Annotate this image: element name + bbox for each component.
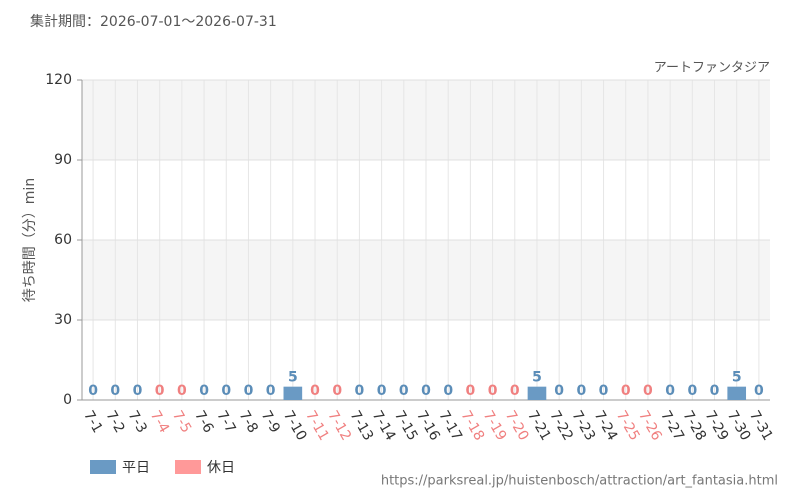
data-label: 5 xyxy=(288,370,298,386)
data-label: 0 xyxy=(443,383,453,399)
y-axis-label: 待ち時間（分）min xyxy=(22,178,38,302)
x-tick-label: 7-5 xyxy=(169,408,194,436)
source-url: https://parksreal.jp/huistenbosch/attrac… xyxy=(381,474,778,489)
data-label: 0 xyxy=(665,383,675,399)
data-label: 0 xyxy=(332,383,342,399)
data-label: 0 xyxy=(687,383,697,399)
data-label: 0 xyxy=(221,383,231,399)
data-label: 0 xyxy=(554,383,564,399)
data-label: 0 xyxy=(177,383,187,399)
data-label: 0 xyxy=(599,383,609,399)
data-label: 0 xyxy=(399,383,409,399)
x-tick-label: 7-7 xyxy=(213,408,238,436)
data-label: 0 xyxy=(488,383,498,399)
y-tick-label: 120 xyxy=(45,72,72,88)
legend-label: 平日 xyxy=(122,460,150,476)
data-label: 0 xyxy=(643,383,653,399)
y-tick-label: 30 xyxy=(54,312,72,328)
legend-label: 休日 xyxy=(207,460,235,476)
data-label: 0 xyxy=(199,383,209,399)
bar xyxy=(727,386,747,400)
x-tick-label: 7-31 xyxy=(746,408,776,444)
x-tick-label: 7-2 xyxy=(102,408,127,436)
data-label: 0 xyxy=(510,383,520,399)
y-tick-label: 0 xyxy=(63,392,72,408)
data-label: 0 xyxy=(576,383,586,399)
data-label: 0 xyxy=(133,383,143,399)
data-label: 0 xyxy=(621,383,631,399)
data-label: 0 xyxy=(155,383,165,399)
y-tick-label: 60 xyxy=(54,232,72,248)
x-tick-label: 7-8 xyxy=(236,408,261,436)
legend-swatch xyxy=(175,460,201,474)
x-tick-label: 7-4 xyxy=(147,408,172,436)
x-tick-label: 7-3 xyxy=(125,408,150,436)
data-label: 0 xyxy=(310,383,320,399)
y-tick-label: 90 xyxy=(54,152,72,168)
data-label: 0 xyxy=(754,383,764,399)
bar xyxy=(527,386,547,400)
x-tick-label: 7-1 xyxy=(80,408,105,436)
legend-swatch xyxy=(90,460,116,474)
data-label: 0 xyxy=(421,383,431,399)
data-label: 0 xyxy=(377,383,387,399)
data-label: 5 xyxy=(732,370,742,386)
data-label: 5 xyxy=(532,370,542,386)
data-label: 0 xyxy=(710,383,720,399)
bar xyxy=(283,386,303,400)
chart-subtitle: アートファンタジア xyxy=(654,61,770,76)
data-label: 0 xyxy=(88,383,98,399)
x-tick-label: 7-9 xyxy=(258,408,283,436)
data-label: 0 xyxy=(355,383,365,399)
data-label: 0 xyxy=(244,383,254,399)
data-label: 0 xyxy=(466,383,476,399)
data-label: 0 xyxy=(266,383,276,399)
period: 集計期間：2026-07-01～2026-07-31 xyxy=(30,13,277,30)
data-label: 0 xyxy=(110,383,120,399)
x-tick-label: 7-6 xyxy=(191,408,216,436)
